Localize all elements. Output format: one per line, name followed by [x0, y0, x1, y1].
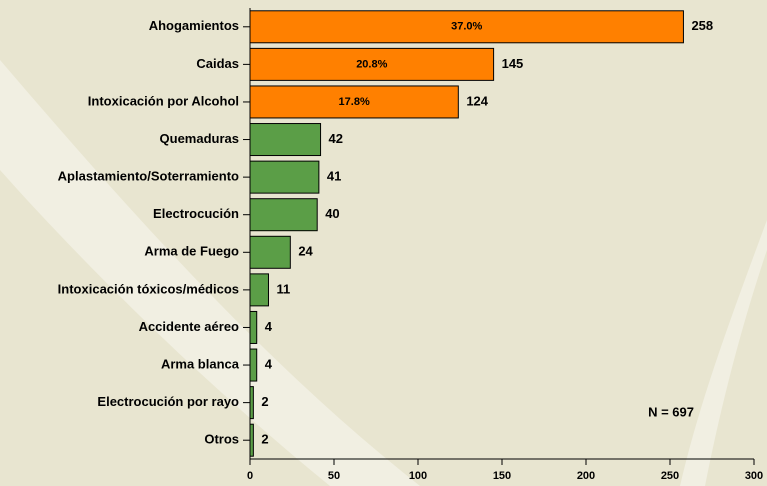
y-tick-label: Otros [204, 432, 239, 447]
x-tick-label: 200 [577, 470, 595, 482]
value-label: 145 [502, 56, 524, 71]
bar [249, 47, 495, 81]
y-tick-label: Accidente aéreo [139, 319, 239, 334]
value-label: 124 [466, 93, 488, 108]
y-tick-label: Arma de Fuego [144, 244, 239, 259]
y-tick-label: Intoxicación por Alcohol [88, 93, 239, 108]
bar [249, 160, 320, 194]
share-label: 37.0% [451, 21, 482, 33]
y-tick-label: Electrocución por rayo [97, 394, 239, 409]
bar [249, 235, 291, 269]
y-tick-label: Intoxicación tóxicos/médicos [58, 281, 239, 296]
x-tick-label: 50 [328, 470, 340, 482]
value-label: 4 [265, 319, 273, 334]
x-tick-label: 150 [493, 470, 511, 482]
bar [249, 423, 254, 457]
y-tick-label: Arma blanca [161, 356, 240, 371]
share-label: 17.8% [339, 96, 370, 108]
bar [249, 123, 322, 157]
value-label: 258 [691, 18, 713, 33]
bar [249, 310, 258, 344]
bar [249, 198, 318, 232]
y-tick-label: Electrocución [153, 206, 239, 221]
value-label: 41 [327, 169, 341, 184]
bar [249, 10, 684, 44]
bar [249, 348, 258, 382]
x-tick-label: 250 [661, 470, 679, 482]
bar [249, 273, 269, 307]
value-label: 24 [298, 244, 313, 259]
share-label: 20.8% [356, 58, 387, 70]
value-label: 2 [261, 432, 268, 447]
bar [249, 85, 459, 119]
x-tick-label: 100 [409, 470, 427, 482]
value-label: 42 [329, 131, 343, 146]
value-label: 11 [276, 281, 290, 296]
y-tick-label: Ahogamientos [149, 18, 239, 33]
value-label: 4 [265, 356, 273, 371]
x-tick-label: 300 [745, 470, 763, 482]
value-label: 40 [325, 206, 339, 221]
bar [249, 386, 254, 420]
annotation: N = 697 [648, 404, 694, 419]
x-tick-label: 0 [247, 470, 253, 482]
y-tick-label: Caidas [196, 56, 239, 71]
y-tick-label: Quemaduras [160, 131, 239, 146]
value-label: 2 [261, 394, 268, 409]
background-swoosh [680, 220, 767, 486]
y-tick-label: Aplastamiento/Soterramiento [58, 169, 239, 184]
